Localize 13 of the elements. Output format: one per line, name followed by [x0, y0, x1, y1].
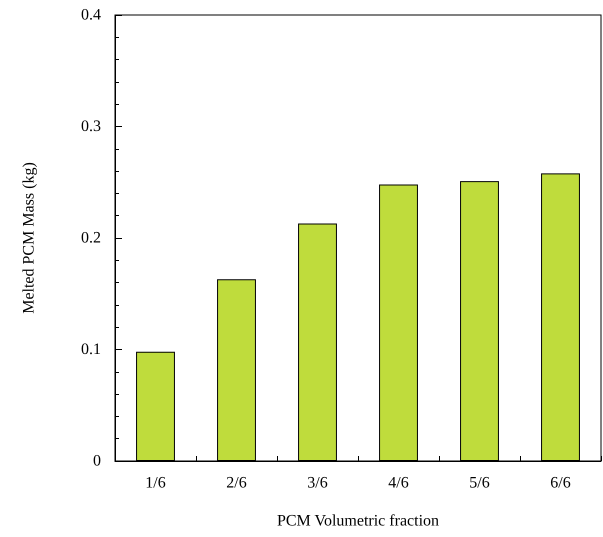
x-tick-label: 3/6: [307, 474, 328, 492]
y-tick-label: 0.1: [81, 341, 101, 358]
x-tick-label: 2/6: [226, 474, 247, 492]
y-axis-title: Melted PCM Mass (kg): [20, 162, 38, 314]
x-axis-title: PCM Volumetric fraction: [276, 512, 440, 530]
x-tick-label: 5/6: [469, 474, 490, 492]
y-tick-label: 0: [93, 452, 101, 470]
y-tick-label: 0.2: [81, 230, 101, 246]
y-tick-label: 0.4: [81, 6, 101, 24]
y-tick-label: 0.3: [81, 118, 101, 135]
x-tick-label: 6/6: [550, 474, 571, 492]
x-tick-label: 4/6: [388, 474, 409, 492]
x-tick-label: 1/6: [145, 474, 166, 492]
